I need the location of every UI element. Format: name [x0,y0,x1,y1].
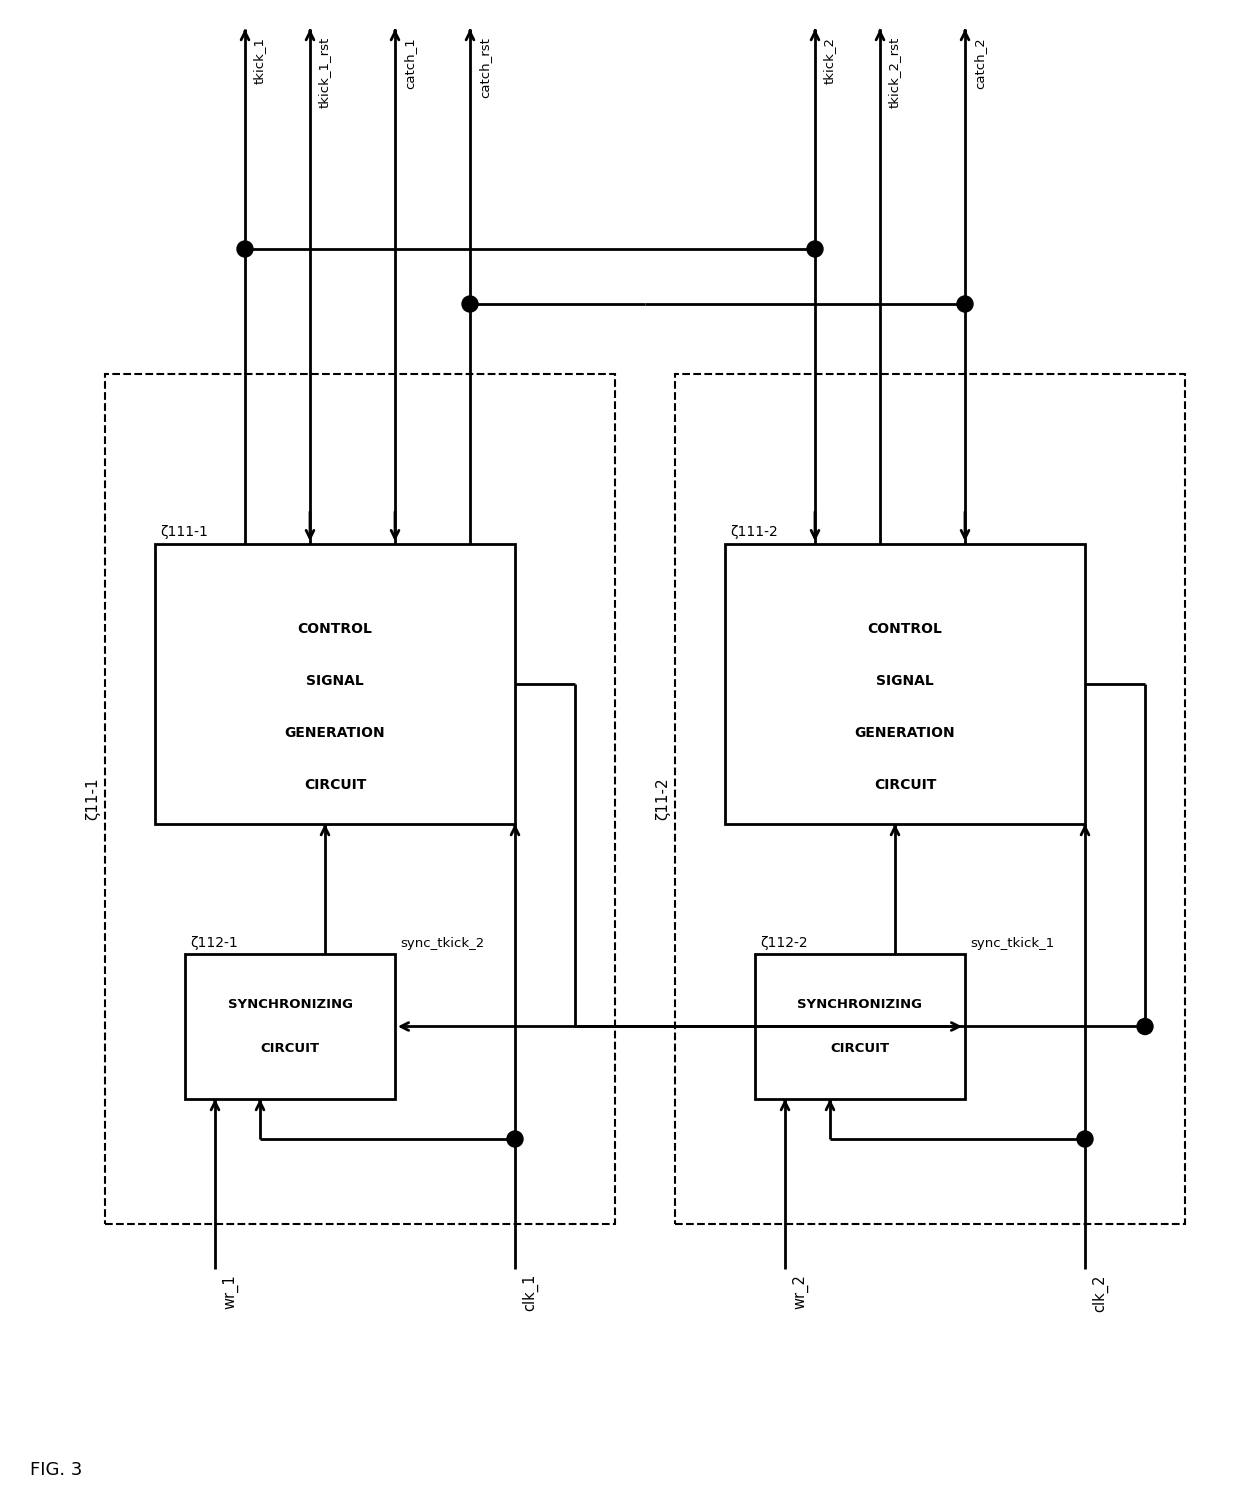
Text: tkick_1: tkick_1 [253,38,267,84]
Text: wr_2: wr_2 [792,1274,808,1308]
Text: CONTROL: CONTROL [298,623,372,636]
Circle shape [1137,1018,1153,1035]
Text: SYNCHRONIZING: SYNCHRONIZING [227,999,352,1011]
Text: ζ112-2: ζ112-2 [760,935,807,951]
Bar [755,954,965,1099]
Text: GENERATION: GENERATION [854,726,955,740]
Bar [725,544,1085,824]
Text: tkick_2_rst: tkick_2_rst [888,38,901,108]
Text: clk_2: clk_2 [1092,1274,1109,1311]
Text: SIGNAL: SIGNAL [877,674,934,687]
Text: CIRCUIT: CIRCUIT [874,778,936,793]
Text: ζ11-2: ζ11-2 [656,778,671,820]
Text: wr_1: wr_1 [222,1274,238,1308]
Text: catch_2: catch_2 [973,38,986,89]
Bar [105,374,615,1224]
Text: tkick_1_rst: tkick_1_rst [317,38,331,108]
Text: CIRCUIT: CIRCUIT [304,778,366,793]
Circle shape [1078,1131,1092,1148]
Text: sync_tkick_1: sync_tkick_1 [970,937,1054,951]
Circle shape [807,241,823,257]
Bar [675,374,1185,1224]
Circle shape [463,296,477,311]
Bar [155,544,515,824]
Text: CONTROL: CONTROL [868,623,942,636]
Bar [185,954,396,1099]
Text: ζ111-1: ζ111-1 [160,525,208,538]
Text: tkick_2: tkick_2 [823,38,836,84]
Text: ζ111-2: ζ111-2 [730,525,777,538]
Text: catch_rst: catch_rst [477,38,491,98]
Circle shape [507,1131,523,1148]
Text: FIG. 3: FIG. 3 [30,1460,82,1478]
Text: clk_1: clk_1 [522,1274,538,1311]
Text: ζ112-1: ζ112-1 [190,935,238,951]
Circle shape [237,241,253,257]
Text: CIRCUIT: CIRCUIT [831,1042,889,1054]
Text: SIGNAL: SIGNAL [306,674,363,687]
Text: CIRCUIT: CIRCUIT [260,1042,320,1054]
Text: catch_1: catch_1 [403,38,415,89]
Text: SYNCHRONIZING: SYNCHRONIZING [797,999,923,1011]
Text: sync_tkick_2: sync_tkick_2 [401,937,485,951]
Circle shape [957,296,973,311]
Text: GENERATION: GENERATION [285,726,386,740]
Text: ζ11-1: ζ11-1 [86,778,100,820]
